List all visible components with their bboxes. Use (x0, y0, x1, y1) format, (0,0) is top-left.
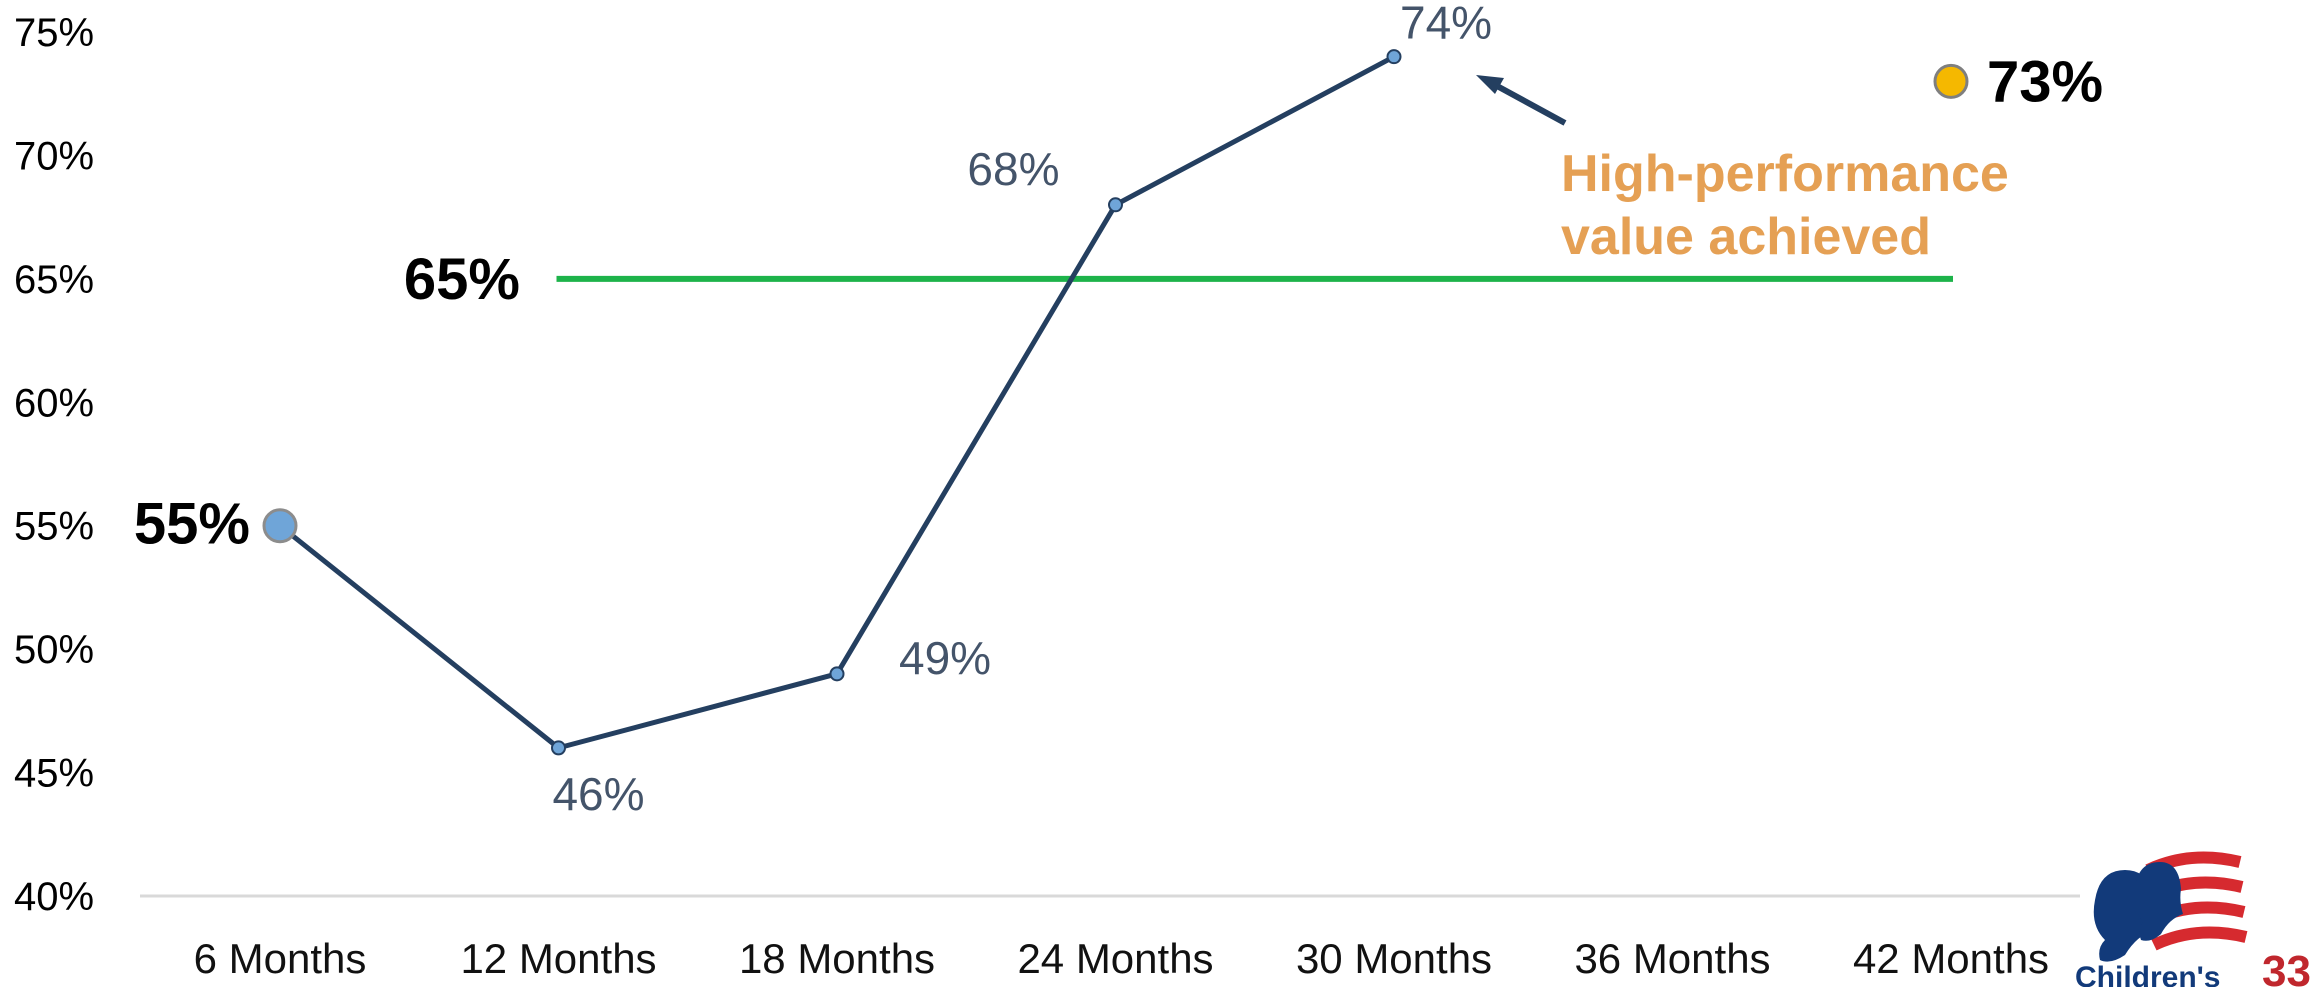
x-tick-label: 12 Months (460, 935, 656, 982)
data-label: 68% (967, 143, 1059, 195)
target-label: 65% (404, 247, 520, 312)
x-tick-label: 6 Months (194, 935, 367, 982)
y-tick-label: 45% (14, 752, 94, 796)
series-group (262, 49, 1402, 756)
logo-child-silhouette (2134, 862, 2183, 941)
x-axis: 6 Months 12 Months 18 Months 24 Months 30 Mo… (194, 935, 2049, 982)
logo-flag-stripe (2151, 926, 2248, 951)
data-labels: 55% 46% 49% 68% 74% (134, 0, 1492, 820)
annotation: High-performance value achieved (1476, 75, 2009, 266)
highlight-point (1933, 63, 1969, 99)
annotation-line-2: value achieved (1561, 208, 1931, 266)
data-label: 46% (552, 768, 644, 820)
x-tick-label: 18 Months (739, 935, 935, 982)
series-line (278, 54, 1396, 751)
data-point (829, 666, 845, 682)
data-point (551, 740, 566, 756)
annotation-line-1: High-performance (1561, 145, 2009, 203)
data-label: 55% (134, 492, 250, 557)
target-line-group: 65% (404, 247, 1953, 312)
data-point (262, 508, 298, 544)
page-number: 33 (2262, 947, 2311, 987)
childrens-logo: Children's (2075, 851, 2248, 987)
highlight-point-group: 73% (1933, 49, 2103, 114)
x-tick-label: 42 Months (1853, 935, 2049, 982)
y-tick-label: 60% (14, 381, 94, 425)
data-point (1386, 49, 1402, 65)
y-tick-label: 70% (14, 134, 94, 178)
y-tick-label: 40% (14, 875, 94, 919)
y-tick-label: 75% (14, 11, 94, 55)
y-tick-label: 50% (14, 628, 94, 672)
x-tick-label: 30 Months (1296, 935, 1492, 982)
logo-text: Children's (2075, 961, 2221, 987)
y-tick-label: 55% (14, 505, 94, 549)
x-tick-label: 24 Months (1017, 935, 1213, 982)
data-label: 74% (1400, 0, 1492, 49)
annotation-arrowhead (1476, 75, 1504, 94)
highlight-label: 73% (1987, 49, 2103, 114)
data-label: 49% (899, 632, 991, 684)
x-tick-label: 36 Months (1574, 935, 1770, 982)
annotation-arrow (1484, 77, 1567, 126)
y-tick-label: 65% (14, 258, 94, 302)
data-point (1108, 197, 1123, 213)
y-axis: 40% 45% 50% 55% 60% 65% 70% 75% (14, 11, 94, 919)
